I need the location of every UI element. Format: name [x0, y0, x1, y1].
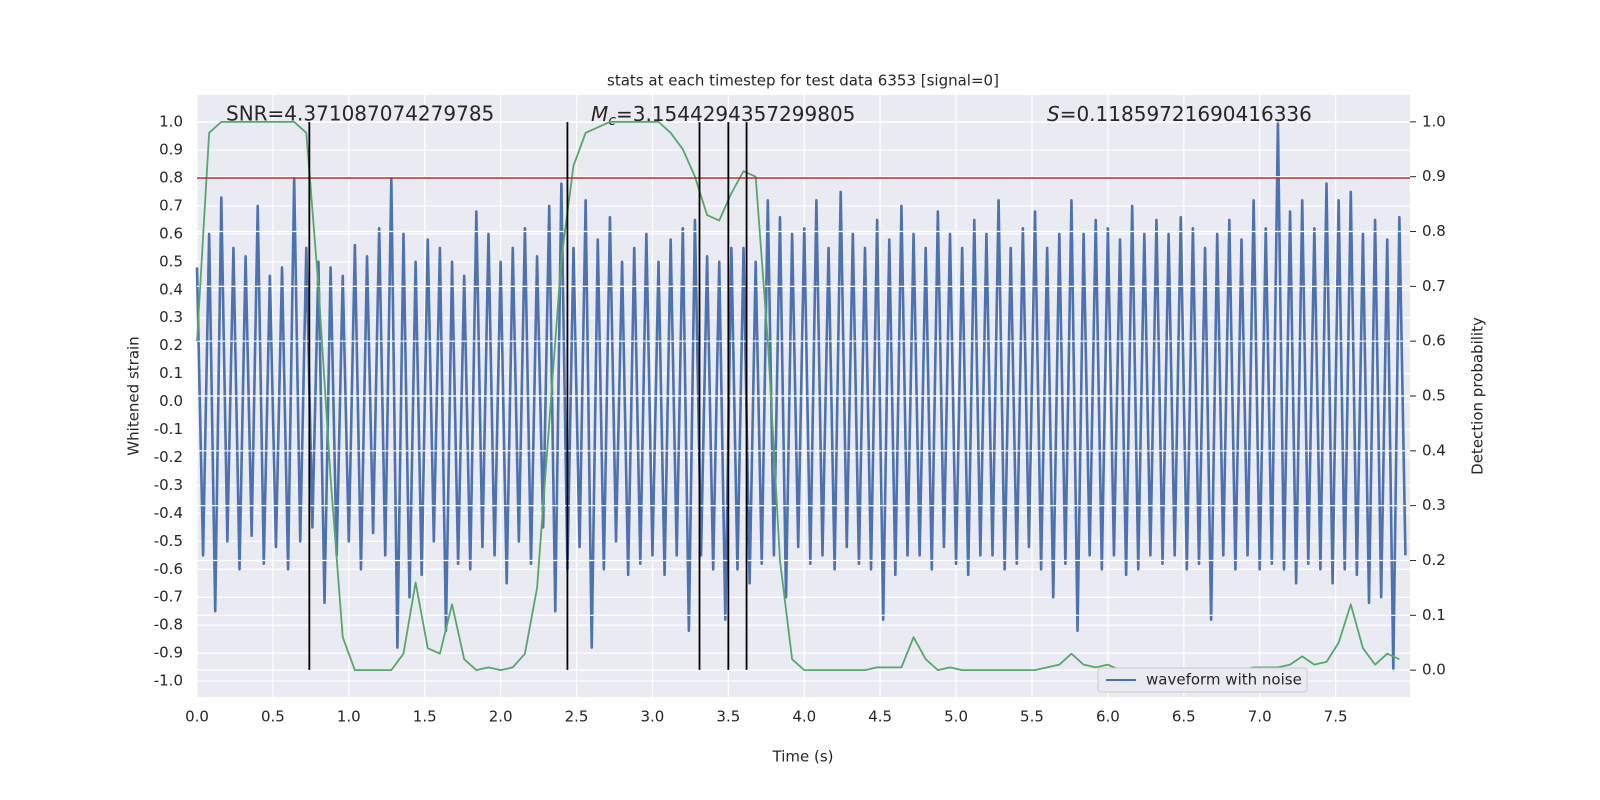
- legend-box: [1097, 667, 1308, 693]
- y-tick-label: 0.7: [159, 196, 183, 214]
- x-tick-label: 0.5: [261, 708, 285, 726]
- s-symbol: S: [1047, 102, 1060, 126]
- y2-tick-label: 0.0: [1422, 661, 1446, 679]
- y-tick-label: -0.3: [154, 476, 183, 494]
- y2-tick-label: 0.4: [1422, 441, 1446, 459]
- x-tick-label: 7.5: [1324, 708, 1348, 726]
- s-value: =0.11859721690416336: [1060, 102, 1312, 126]
- y-tick-label: -0.6: [154, 560, 183, 578]
- y-tick-label: 1.0: [159, 113, 183, 131]
- x-tick-label: 4.0: [792, 708, 816, 726]
- y2-tick-label: 1.0: [1422, 112, 1446, 130]
- y-axis-label: Whitened strain: [125, 336, 143, 455]
- x-tick-label: 6.5: [1172, 708, 1196, 726]
- y-tick-label: -0.1: [154, 420, 183, 438]
- over-layer: [197, 121, 1410, 671]
- y-tick-label: 0.9: [159, 141, 183, 159]
- y-tick-label: -0.8: [154, 616, 183, 634]
- x-tick-label: 7.0: [1248, 708, 1272, 726]
- x-tick-label: 6.0: [1096, 708, 1120, 726]
- y-tick-label: 0.5: [159, 252, 183, 270]
- x-tick-label: 1.0: [337, 708, 361, 726]
- y2-tick-label: 0.2: [1422, 551, 1446, 569]
- y2-tick-label: 0.3: [1422, 496, 1446, 514]
- x-tick-label: 1.5: [413, 708, 437, 726]
- y-tick-label: 0.6: [159, 224, 183, 242]
- y-tick-label: 0.0: [159, 392, 183, 410]
- y-tick-label: 0.8: [159, 169, 183, 187]
- chart-title: stats at each timestep for test data 635…: [607, 72, 999, 90]
- y-tick-label: 0.3: [159, 308, 183, 326]
- x-tick-label: 0.0: [185, 708, 209, 726]
- x-tick-label: 5.0: [944, 708, 968, 726]
- x-axis-label: Time (s): [772, 748, 834, 766]
- y2-tick-label: 0.1: [1422, 606, 1446, 624]
- y2-tick-label: 0.7: [1422, 277, 1446, 295]
- s-annotation: S=0.11859721690416336: [1047, 102, 1312, 126]
- y2-tick-label: 0.5: [1422, 387, 1446, 405]
- legend-label: waveform with noise: [1146, 671, 1302, 689]
- y2-axis-label: Detection probability: [1469, 317, 1487, 475]
- y-tick-label: 0.2: [159, 336, 183, 354]
- y-tick-label: -0.9: [154, 644, 183, 662]
- x-tick-label: 3.0: [641, 708, 665, 726]
- y-tick-label: -0.2: [154, 448, 183, 466]
- x-tick-label: 2.5: [565, 708, 589, 726]
- y-tick-label: -0.7: [154, 588, 183, 606]
- y2-tick-label: 0.8: [1422, 222, 1446, 240]
- mc-annotation: Mc=3.1544294357299805: [591, 102, 855, 130]
- y-tick-label: -0.5: [154, 532, 183, 550]
- y-tick-label: 0.1: [159, 364, 183, 382]
- y-tick-label: -0.4: [154, 504, 183, 522]
- y-tick-label: -1.0: [154, 672, 183, 690]
- y2-tick-label: 0.6: [1422, 332, 1446, 350]
- y-tick-label: 0.4: [159, 280, 183, 298]
- mc-symbol: M: [591, 102, 608, 126]
- x-tick-label: 5.5: [1020, 708, 1044, 726]
- x-tick-label: 3.5: [716, 708, 740, 726]
- series-line: [195, 120, 1407, 672]
- y2-tick-label: 0.9: [1422, 167, 1446, 185]
- x-tick-label: 4.5: [868, 708, 892, 726]
- x-tick-label: 2.0: [489, 708, 513, 726]
